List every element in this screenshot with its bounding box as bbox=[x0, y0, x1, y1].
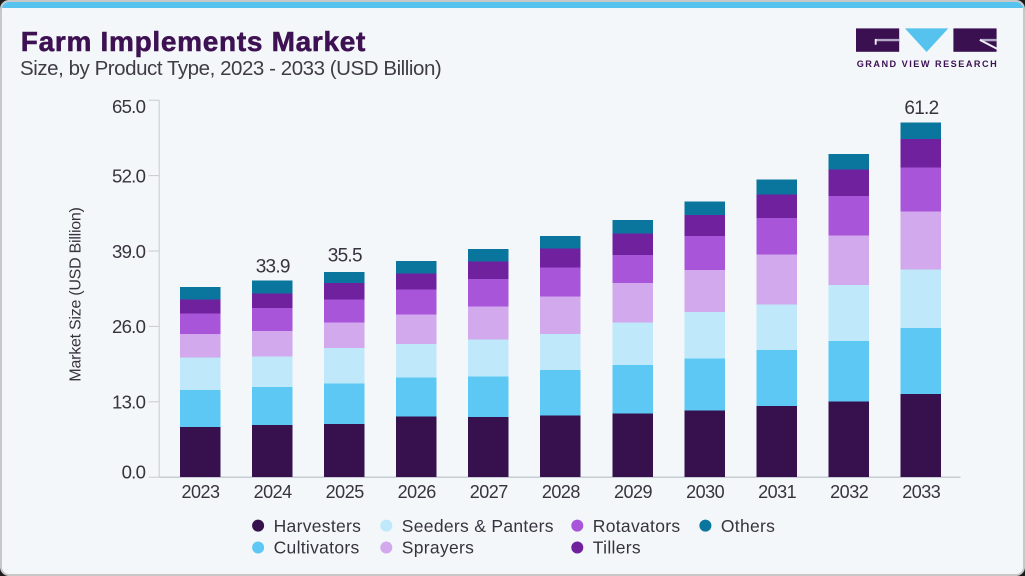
svg-text:2029: 2029 bbox=[614, 482, 653, 502]
svg-text:2028: 2028 bbox=[542, 482, 581, 502]
svg-text:39.0: 39.0 bbox=[112, 241, 146, 262]
svg-text:Rotavators: Rotavators bbox=[593, 516, 681, 536]
svg-text:2026: 2026 bbox=[398, 482, 437, 502]
svg-text:33.9: 33.9 bbox=[256, 256, 290, 277]
svg-text:Cultivators: Cultivators bbox=[274, 538, 360, 558]
svg-text:2031: 2031 bbox=[758, 482, 797, 502]
svg-text:Farm Implements Market: Farm Implements Market bbox=[21, 26, 366, 57]
svg-text:26.0: 26.0 bbox=[112, 316, 146, 337]
svg-text:2023: 2023 bbox=[181, 482, 220, 502]
svg-text:13.0: 13.0 bbox=[112, 392, 146, 413]
svg-text:Others: Others bbox=[721, 516, 775, 536]
svg-text:Tillers: Tillers bbox=[593, 538, 641, 558]
svg-text:61.2: 61.2 bbox=[904, 98, 938, 119]
svg-text:65.0: 65.0 bbox=[112, 96, 146, 117]
svg-text:2032: 2032 bbox=[830, 482, 869, 502]
svg-text:2027: 2027 bbox=[470, 482, 509, 502]
svg-text:Size, by Product Type, 2023 -: Size, by Product Type, 2023 - 2033 (USD … bbox=[20, 57, 441, 80]
svg-text:Harvesters: Harvesters bbox=[274, 516, 362, 536]
svg-text:52.0: 52.0 bbox=[112, 165, 146, 186]
svg-text:35.5: 35.5 bbox=[328, 246, 362, 267]
svg-text:0.0: 0.0 bbox=[122, 461, 146, 482]
svg-text:Market Size (USD Billion): Market Size (USD Billion) bbox=[68, 207, 85, 381]
svg-text:2033: 2033 bbox=[902, 482, 941, 502]
svg-text:2024: 2024 bbox=[254, 482, 293, 502]
svg-text:GRAND VIEW RESEARCH: GRAND VIEW RESEARCH bbox=[857, 59, 999, 69]
svg-text:Seeders & Panters: Seeders & Panters bbox=[402, 516, 554, 536]
svg-text:2030: 2030 bbox=[686, 482, 725, 502]
svg-text:2025: 2025 bbox=[326, 482, 365, 502]
svg-text:Sprayers: Sprayers bbox=[402, 538, 474, 558]
